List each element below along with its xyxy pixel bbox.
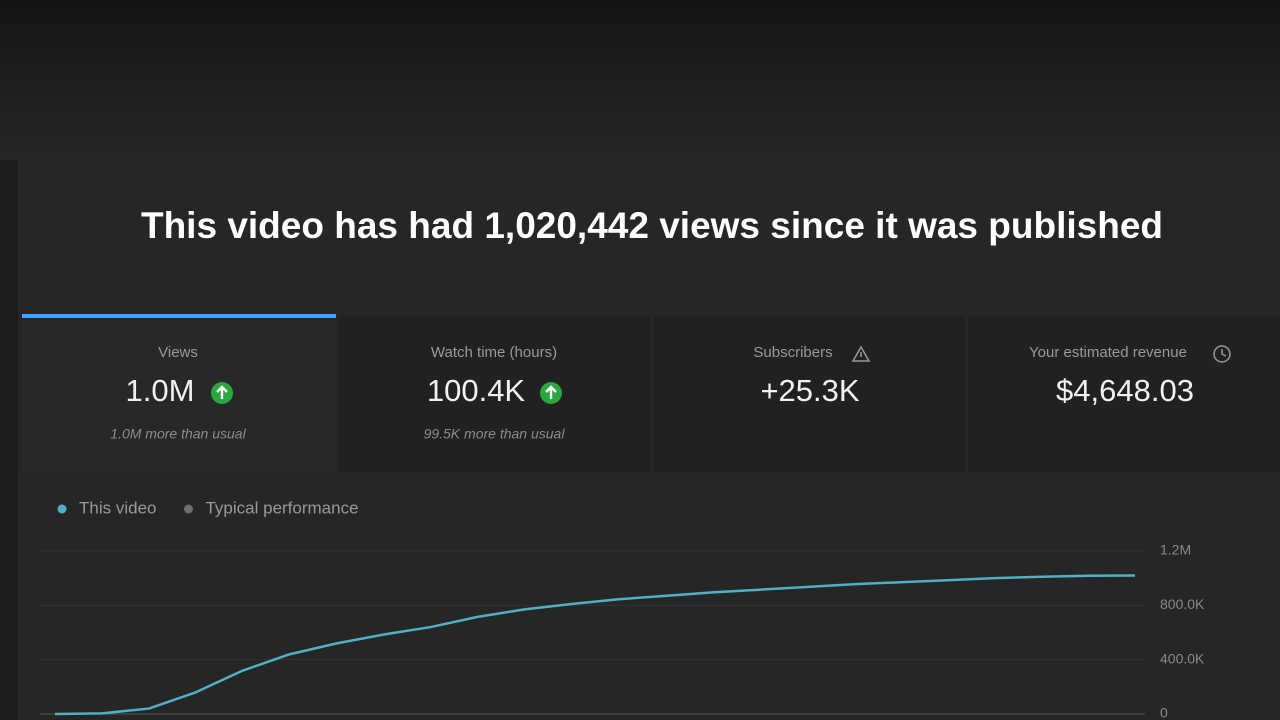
legend-label: This video [79,498,156,517]
card-value: +25.3K [760,373,859,408]
card[interactable] [653,316,965,472]
y-tick-label: 1.2M [1160,542,1191,558]
legend-label: Typical performance [205,498,358,517]
card-label: Watch time (hours) [431,344,557,361]
warning-icon[interactable] [851,345,871,362]
y-tick-label: 0 [1160,705,1168,720]
up-icon [211,382,233,404]
card-value: 1.0M [126,373,195,408]
card-label: Your estimated revenue [1029,344,1187,361]
y-tick-label: 800.0K [1160,596,1205,612]
y-tick-label: 400.0K [1160,650,1205,666]
series-line [54,574,1136,716]
card-value: $4,648.03 [1056,373,1194,408]
card-note: 1.0M more than usual [110,426,246,442]
card[interactable] [968,316,1280,472]
headline: This video has had 1,020,442 views since… [141,205,1163,246]
clock-icon[interactable] [1213,345,1231,363]
card-label: Views [158,344,198,361]
selected-indicator [22,314,336,318]
card[interactable] [22,316,336,472]
card-value: 100.4K [427,373,526,408]
chart: 0 400.0K 800.0K 1.2M This video Typical perfo… [40,498,1205,720]
backdrop [0,0,1280,160]
card-label: Subscribers [753,344,832,361]
legend-marker [183,504,193,514]
legend-marker [57,504,67,514]
card[interactable] [338,316,650,472]
up-icon [540,382,562,404]
card-note: 99.5K more than usual [424,426,566,442]
